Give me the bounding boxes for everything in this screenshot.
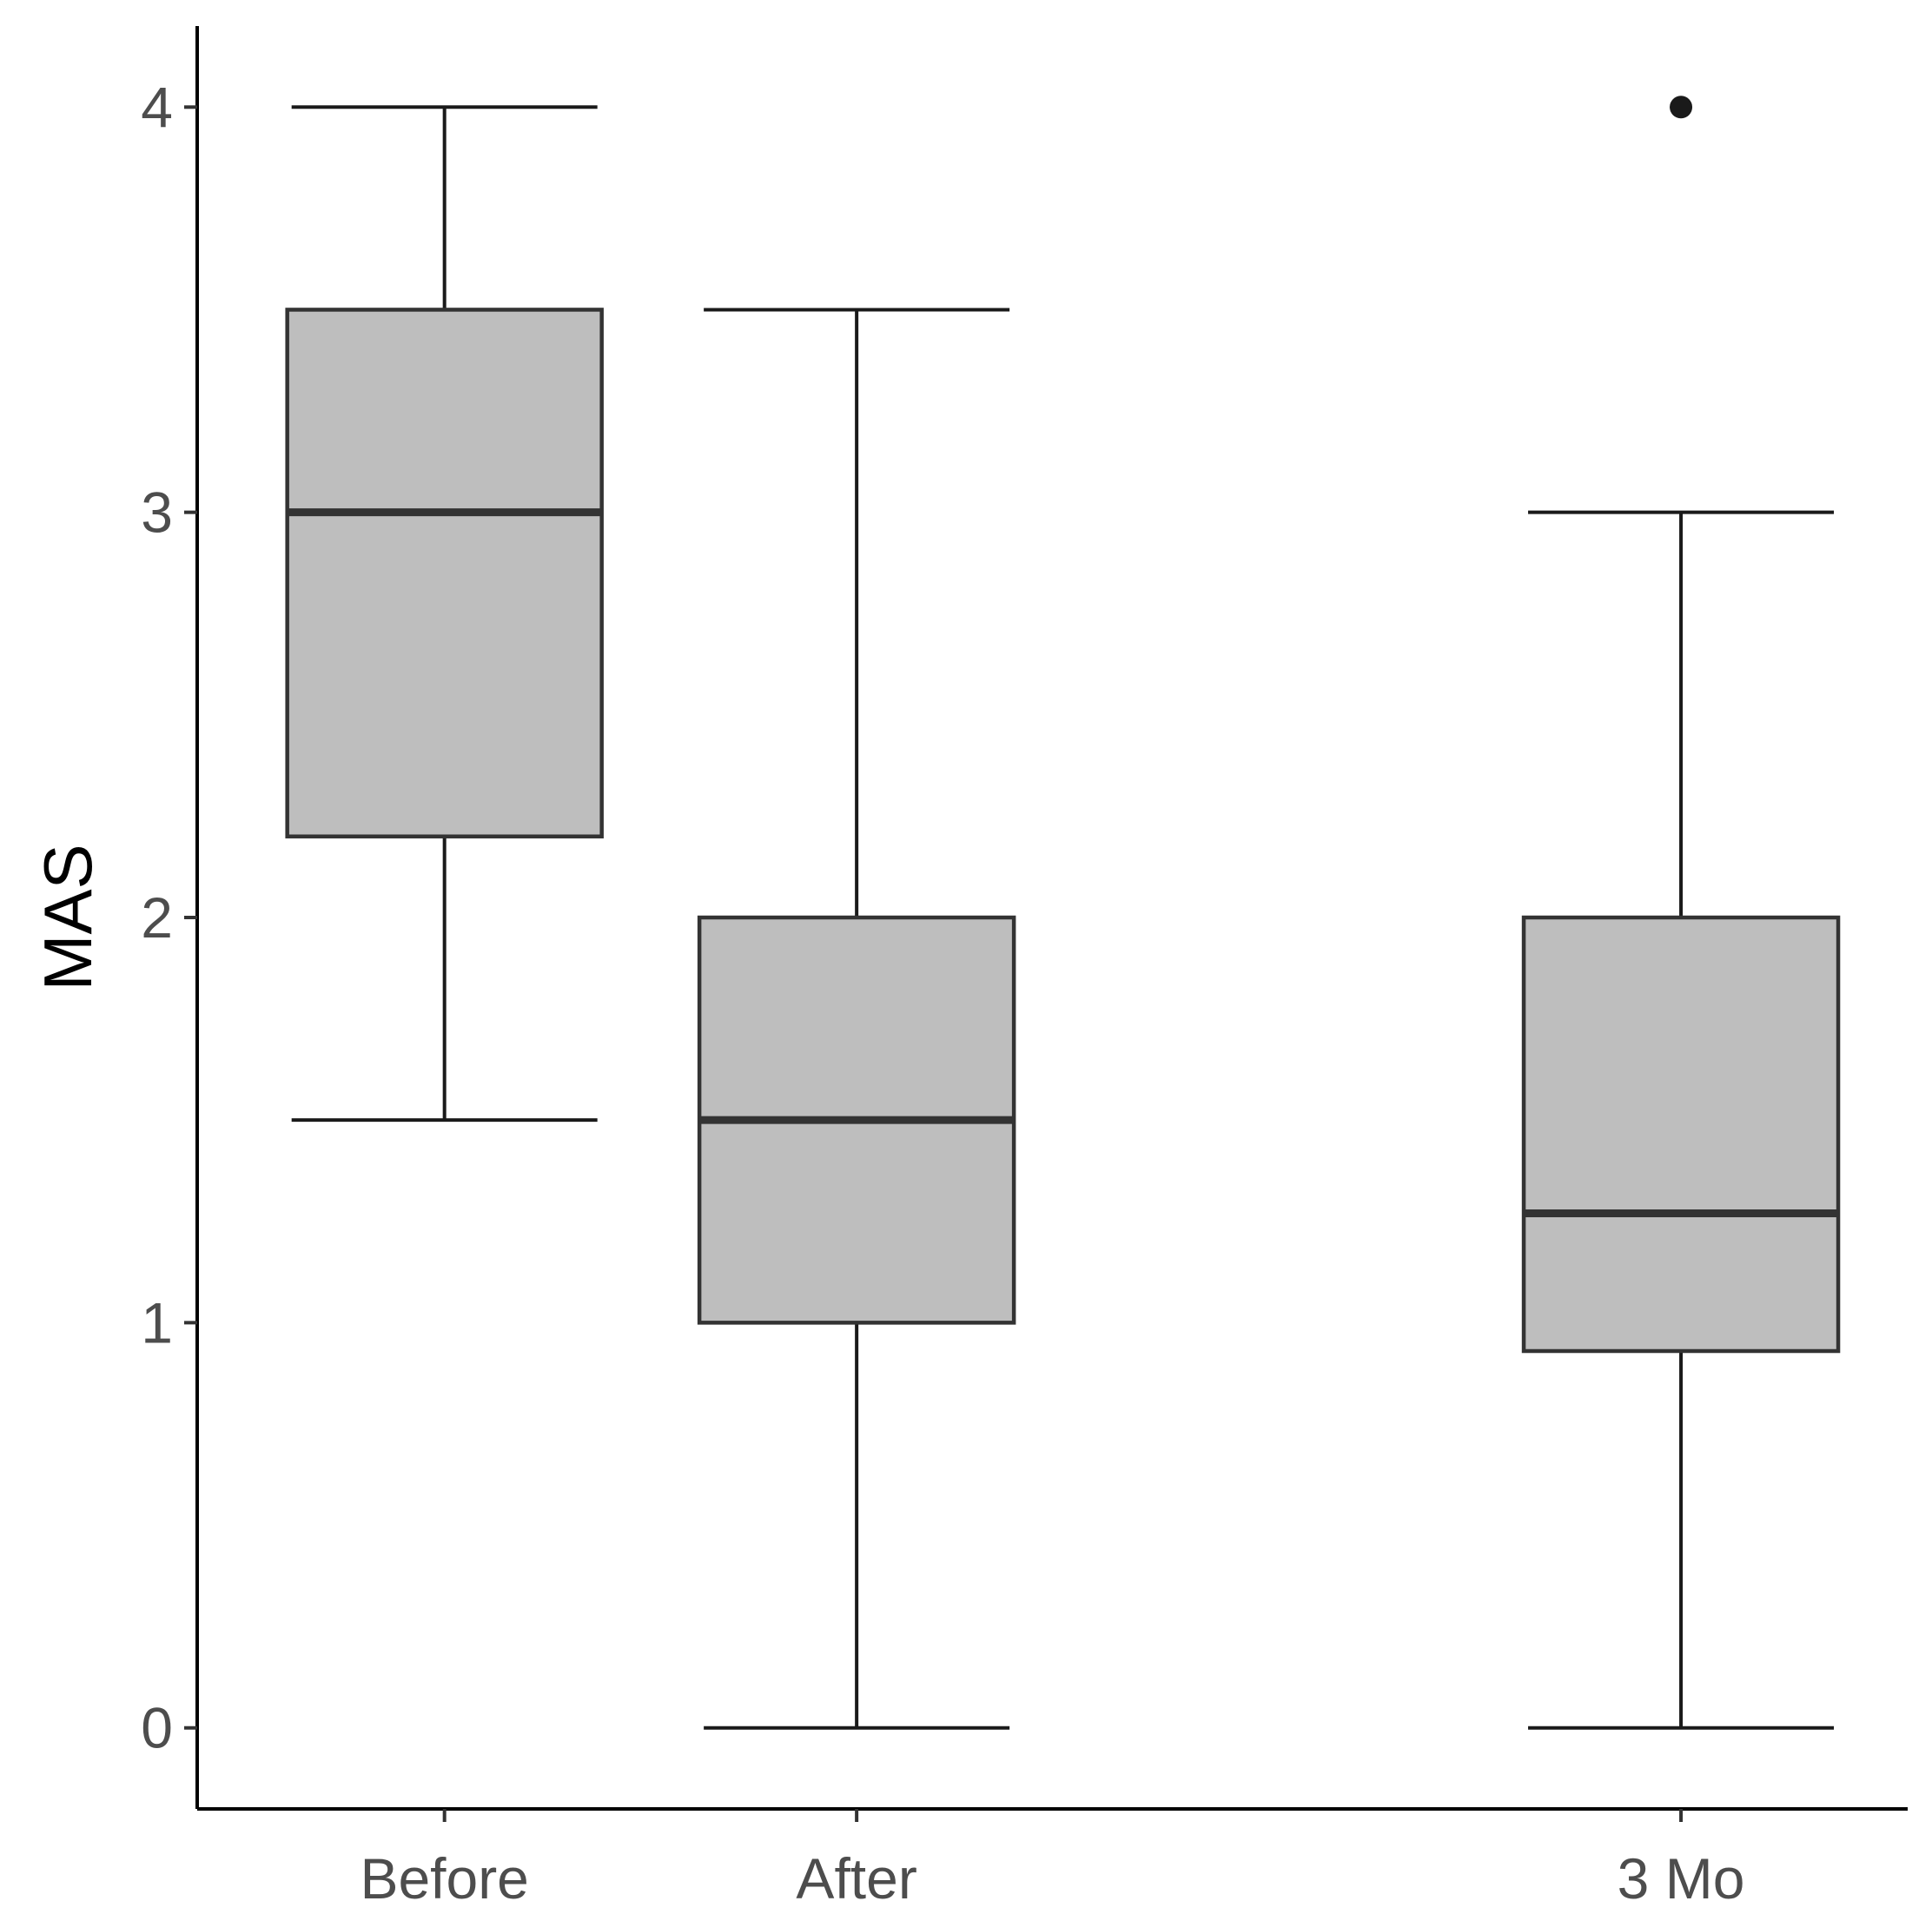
x-tick-label-3-mo: 3 Mo — [1618, 1846, 1745, 1911]
box-3-mo — [1521, 915, 1841, 1354]
labels-layer: 0 1 2 3 4 Before After 3 Mo — [141, 75, 1744, 1911]
y-tick-label-2: 2 — [141, 885, 173, 950]
box-before — [285, 308, 604, 838]
y-axis-title: MAS — [30, 844, 106, 990]
box-group-before — [285, 105, 604, 1123]
box-group-after — [697, 308, 1016, 1730]
axes-layer — [184, 26, 1908, 1822]
x-tick-label-after: After — [796, 1846, 916, 1911]
y-tick-label-4: 4 — [141, 75, 173, 139]
boxes-layer — [285, 96, 1841, 1730]
x-tick-label-before: Before — [360, 1846, 528, 1911]
box-group-3-mo — [1521, 96, 1841, 1730]
outlier-point-3-mo-0 — [1670, 96, 1693, 119]
y-tick-label-1: 1 — [141, 1290, 173, 1355]
y-tick-label-0: 0 — [141, 1696, 173, 1760]
y-tick-label-3: 3 — [141, 480, 173, 545]
